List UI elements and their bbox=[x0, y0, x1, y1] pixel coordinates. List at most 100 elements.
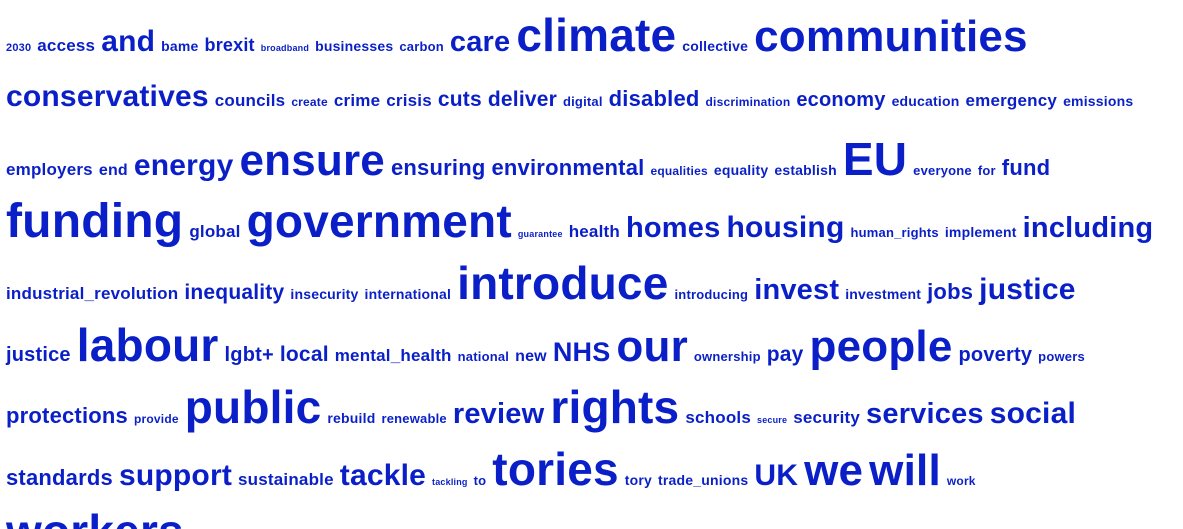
word-work: work bbox=[946, 474, 976, 488]
word-lgbt: lgbt+ bbox=[224, 344, 274, 366]
word-we: we bbox=[804, 446, 864, 495]
word-powers: powers bbox=[1038, 349, 1085, 364]
word-secure: secure bbox=[756, 415, 788, 425]
word-pay: pay bbox=[766, 343, 804, 366]
word-tackling: tackling bbox=[432, 477, 468, 487]
word-everyone: everyone bbox=[913, 163, 972, 178]
word-mental-health: mental_health bbox=[334, 346, 452, 365]
word-cloud-row: industrial_revolution inequality insecurit… bbox=[6, 252, 1177, 314]
word-nhs: NHS bbox=[552, 337, 611, 367]
word-establish: establish bbox=[774, 162, 837, 178]
word-industrial-revolution: industrial_revolution bbox=[6, 284, 179, 303]
word-rights: rights bbox=[550, 381, 680, 433]
word-businesses: businesses bbox=[315, 38, 394, 54]
word-rebuild: rebuild bbox=[327, 410, 376, 426]
word-brexit: brexit bbox=[204, 35, 255, 55]
word-cloud-row: workersworkplace bbox=[6, 500, 1177, 529]
word-introducing: introducing bbox=[674, 287, 749, 302]
word-2030: 2030 bbox=[6, 42, 32, 54]
word-review: review bbox=[452, 398, 545, 430]
word-crime: crime bbox=[333, 91, 381, 110]
word-jobs: jobs bbox=[927, 279, 974, 304]
word-housing: housing bbox=[726, 211, 845, 244]
word-care: care bbox=[449, 26, 511, 58]
word-uk: UK bbox=[754, 459, 799, 492]
word-insecurity: insecurity bbox=[290, 286, 359, 302]
word-cloud-row: 2030 access and bame brexit broadband business… bbox=[6, 4, 1177, 66]
word-to: to bbox=[473, 473, 487, 488]
word-schools: schools bbox=[685, 408, 751, 427]
word-cloud-row: employers end energy ensure ensuring environm… bbox=[6, 128, 1177, 190]
word-international: international bbox=[364, 286, 452, 302]
word-global: global bbox=[189, 222, 241, 241]
word-deliver: deliver bbox=[487, 88, 557, 111]
word-ownership: ownership bbox=[693, 349, 761, 364]
word-emergency: emergency bbox=[965, 91, 1058, 110]
word-education: education bbox=[891, 93, 960, 109]
word-human-rights: human_rights bbox=[850, 225, 939, 240]
word-cloud-row: funding global government guarantee health ho… bbox=[6, 190, 1177, 252]
word-sustainable: sustainable bbox=[238, 470, 334, 489]
word-bame: bame bbox=[161, 38, 199, 54]
word-climate: climate bbox=[516, 9, 677, 61]
word-social: social bbox=[989, 397, 1076, 430]
word-labour: labour bbox=[76, 319, 219, 371]
word-and: and bbox=[101, 25, 156, 58]
word-access: access bbox=[37, 36, 96, 55]
word-equalities: equalities bbox=[650, 164, 708, 178]
word-crisis: crisis bbox=[386, 91, 432, 110]
word-implement: implement bbox=[944, 224, 1017, 240]
word-investment: investment bbox=[845, 286, 922, 302]
word-environmental: environmental bbox=[491, 155, 645, 180]
word-including: including bbox=[1022, 212, 1154, 244]
word-discrimination: discrimination bbox=[705, 95, 791, 109]
word-people: people bbox=[809, 322, 953, 371]
word-cloud-row: protections provide public rebuild renewable… bbox=[6, 376, 1177, 438]
word-support: support bbox=[118, 459, 233, 492]
word-trade-unions: trade_unions bbox=[658, 472, 749, 488]
word-collective: collective bbox=[682, 38, 749, 54]
word-standards: standards bbox=[6, 465, 113, 490]
word-homes: homes bbox=[625, 212, 721, 244]
word-councils: councils bbox=[214, 91, 286, 110]
word-ensuring: ensuring bbox=[390, 155, 486, 180]
word-energy: energy bbox=[133, 149, 234, 182]
word-new: new bbox=[515, 348, 547, 365]
word-digital: digital bbox=[562, 94, 603, 109]
word-security: security bbox=[793, 408, 861, 427]
word-health: health bbox=[568, 222, 620, 241]
word-funding: funding bbox=[6, 195, 184, 248]
word-eu: EU bbox=[842, 133, 908, 185]
word-cloud-row: conservatives councils create crime crisis cu… bbox=[6, 66, 1177, 128]
word-for: for bbox=[977, 163, 996, 178]
word-economy: economy bbox=[796, 89, 886, 111]
word-services: services bbox=[866, 398, 984, 430]
word-ensure: ensure bbox=[239, 136, 385, 185]
word-public: public bbox=[184, 381, 322, 433]
word-inequality: inequality bbox=[184, 281, 285, 304]
word-justice: justice bbox=[979, 273, 1076, 306]
word-cuts: cuts bbox=[437, 88, 482, 111]
word-workers: workers bbox=[6, 505, 184, 529]
word-will: will bbox=[869, 446, 941, 495]
word-conservatives: conservatives bbox=[6, 80, 209, 113]
word-fund: fund bbox=[1001, 155, 1051, 180]
word-emissions: emissions bbox=[1063, 93, 1134, 109]
word-end: end bbox=[98, 162, 128, 179]
word-provide: provide bbox=[134, 412, 179, 426]
word-national: national bbox=[457, 349, 510, 364]
word-our: our bbox=[616, 322, 688, 371]
word-introduce: introduce bbox=[457, 257, 669, 309]
word-disabled: disabled bbox=[608, 86, 700, 111]
word-cloud-row: standards support sustainable tackle tacklin… bbox=[6, 438, 1177, 500]
word-equality: equality bbox=[713, 162, 769, 178]
word-guarantee: guarantee bbox=[517, 229, 563, 239]
word-tories: tories bbox=[492, 443, 619, 495]
word-poverty: poverty bbox=[958, 344, 1033, 366]
word-tackle: tackle bbox=[339, 459, 427, 492]
word-tory: tory bbox=[624, 472, 653, 488]
word-renewable: renewable bbox=[381, 411, 447, 426]
word-create: create bbox=[291, 95, 328, 109]
word-local: local bbox=[279, 343, 329, 366]
word-justice: justice bbox=[6, 344, 71, 366]
